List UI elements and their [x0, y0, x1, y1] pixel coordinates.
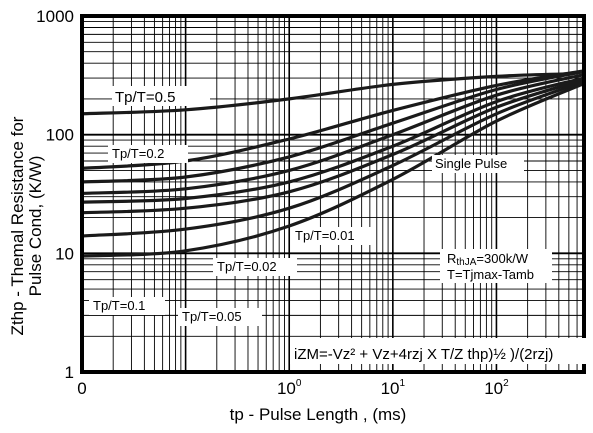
x-tick-label: 100: [277, 378, 302, 398]
x-axis-title: tp - Pulse Length , (ms): [230, 405, 407, 424]
label-tp05: Tp/T=0.5: [115, 89, 175, 106]
y-axis-title: Zthp - Themal Resistance for Pulse Cond,…: [8, 116, 45, 335]
label-tj: T=Tjmax-Tamb: [447, 267, 534, 282]
label-rthja: RthJA=300k/W: [447, 251, 529, 268]
series-line-6: [80, 80, 586, 238]
plot-frame: [80, 14, 586, 374]
formula-label: iZM=-Vz² + Vz+4rzj X T/Z thp)½ )/(2rzj): [294, 346, 553, 363]
series-line-0: [80, 72, 571, 116]
tick-labels: 1 10 100 1000 0 100 101 102: [36, 7, 509, 398]
x-tick-label: 102: [484, 378, 509, 398]
series-line-7: [80, 81, 586, 258]
label-single-pulse: Single Pulse: [435, 156, 507, 171]
y-axis-title-line1: Zthp - Themal Resistance for: [8, 116, 27, 335]
series-line-3: [80, 73, 586, 195]
label-tp005: Tp/T=0.05: [182, 309, 242, 324]
label-tp02: Tp/T=0.2: [112, 146, 164, 161]
y-tick-label: 1000: [36, 7, 74, 26]
y-tick-label: 1: [65, 363, 74, 382]
label-tp002: Tp/T=0.02: [217, 259, 277, 274]
series-line-2: [80, 70, 586, 184]
x-tick-label: 0: [77, 379, 86, 398]
x-tick-label: 101: [381, 378, 406, 398]
series-line-5: [80, 78, 586, 215]
y-tick-label: 10: [55, 244, 74, 263]
y-axis-title-line2: Pulse Cond, (K/W): [26, 156, 45, 297]
series-line-4: [80, 76, 586, 204]
y-tick-label: 100: [46, 126, 74, 145]
annotations: Tp/T=0.5 Tp/T=0.2 Tp/T=0.01 Tp/T=0.02 Tp…: [89, 86, 586, 364]
label-tp001: Tp/T=0.01: [295, 228, 355, 243]
label-tp01: Tp/T=0.1: [93, 298, 145, 313]
